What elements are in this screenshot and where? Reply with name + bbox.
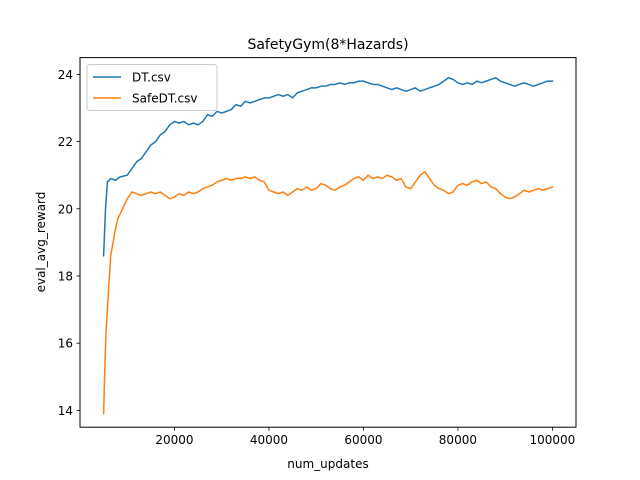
series-line-1 [102, 77, 554, 257]
series-line-2 [102, 171, 554, 415]
x-tick-label: 20000 [155, 433, 193, 447]
y-tick-label: 16 [58, 337, 73, 351]
y-tick-label: 20 [58, 202, 73, 216]
x-axis-label: num_updates [287, 457, 368, 471]
x-axis: 20000 40000 60000 80000 100000 [155, 427, 575, 447]
y-axis-label: eval_avg_reward [34, 192, 48, 293]
legend-box [86, 64, 218, 111]
legend-label: SafeDT.csv [132, 92, 198, 106]
legend: DT.csv SafeDT.csv [86, 64, 218, 111]
chart-title: SafetyGym(8*Hazards) [247, 37, 408, 53]
x-tick-label: 40000 [250, 433, 288, 447]
y-tick-label: 22 [58, 135, 73, 149]
x-tick-label: 100000 [529, 433, 575, 447]
plot-area [102, 77, 554, 415]
y-axis: 14 16 18 20 22 24 [58, 68, 80, 418]
axes-frame [79, 57, 577, 428]
y-tick-label: 14 [58, 404, 73, 418]
legend-label: DT.csv [132, 71, 171, 85]
y-tick-label: 24 [58, 68, 73, 82]
x-tick-label: 60000 [344, 433, 382, 447]
y-tick-label: 18 [58, 270, 73, 284]
x-tick-label: 80000 [439, 433, 477, 447]
